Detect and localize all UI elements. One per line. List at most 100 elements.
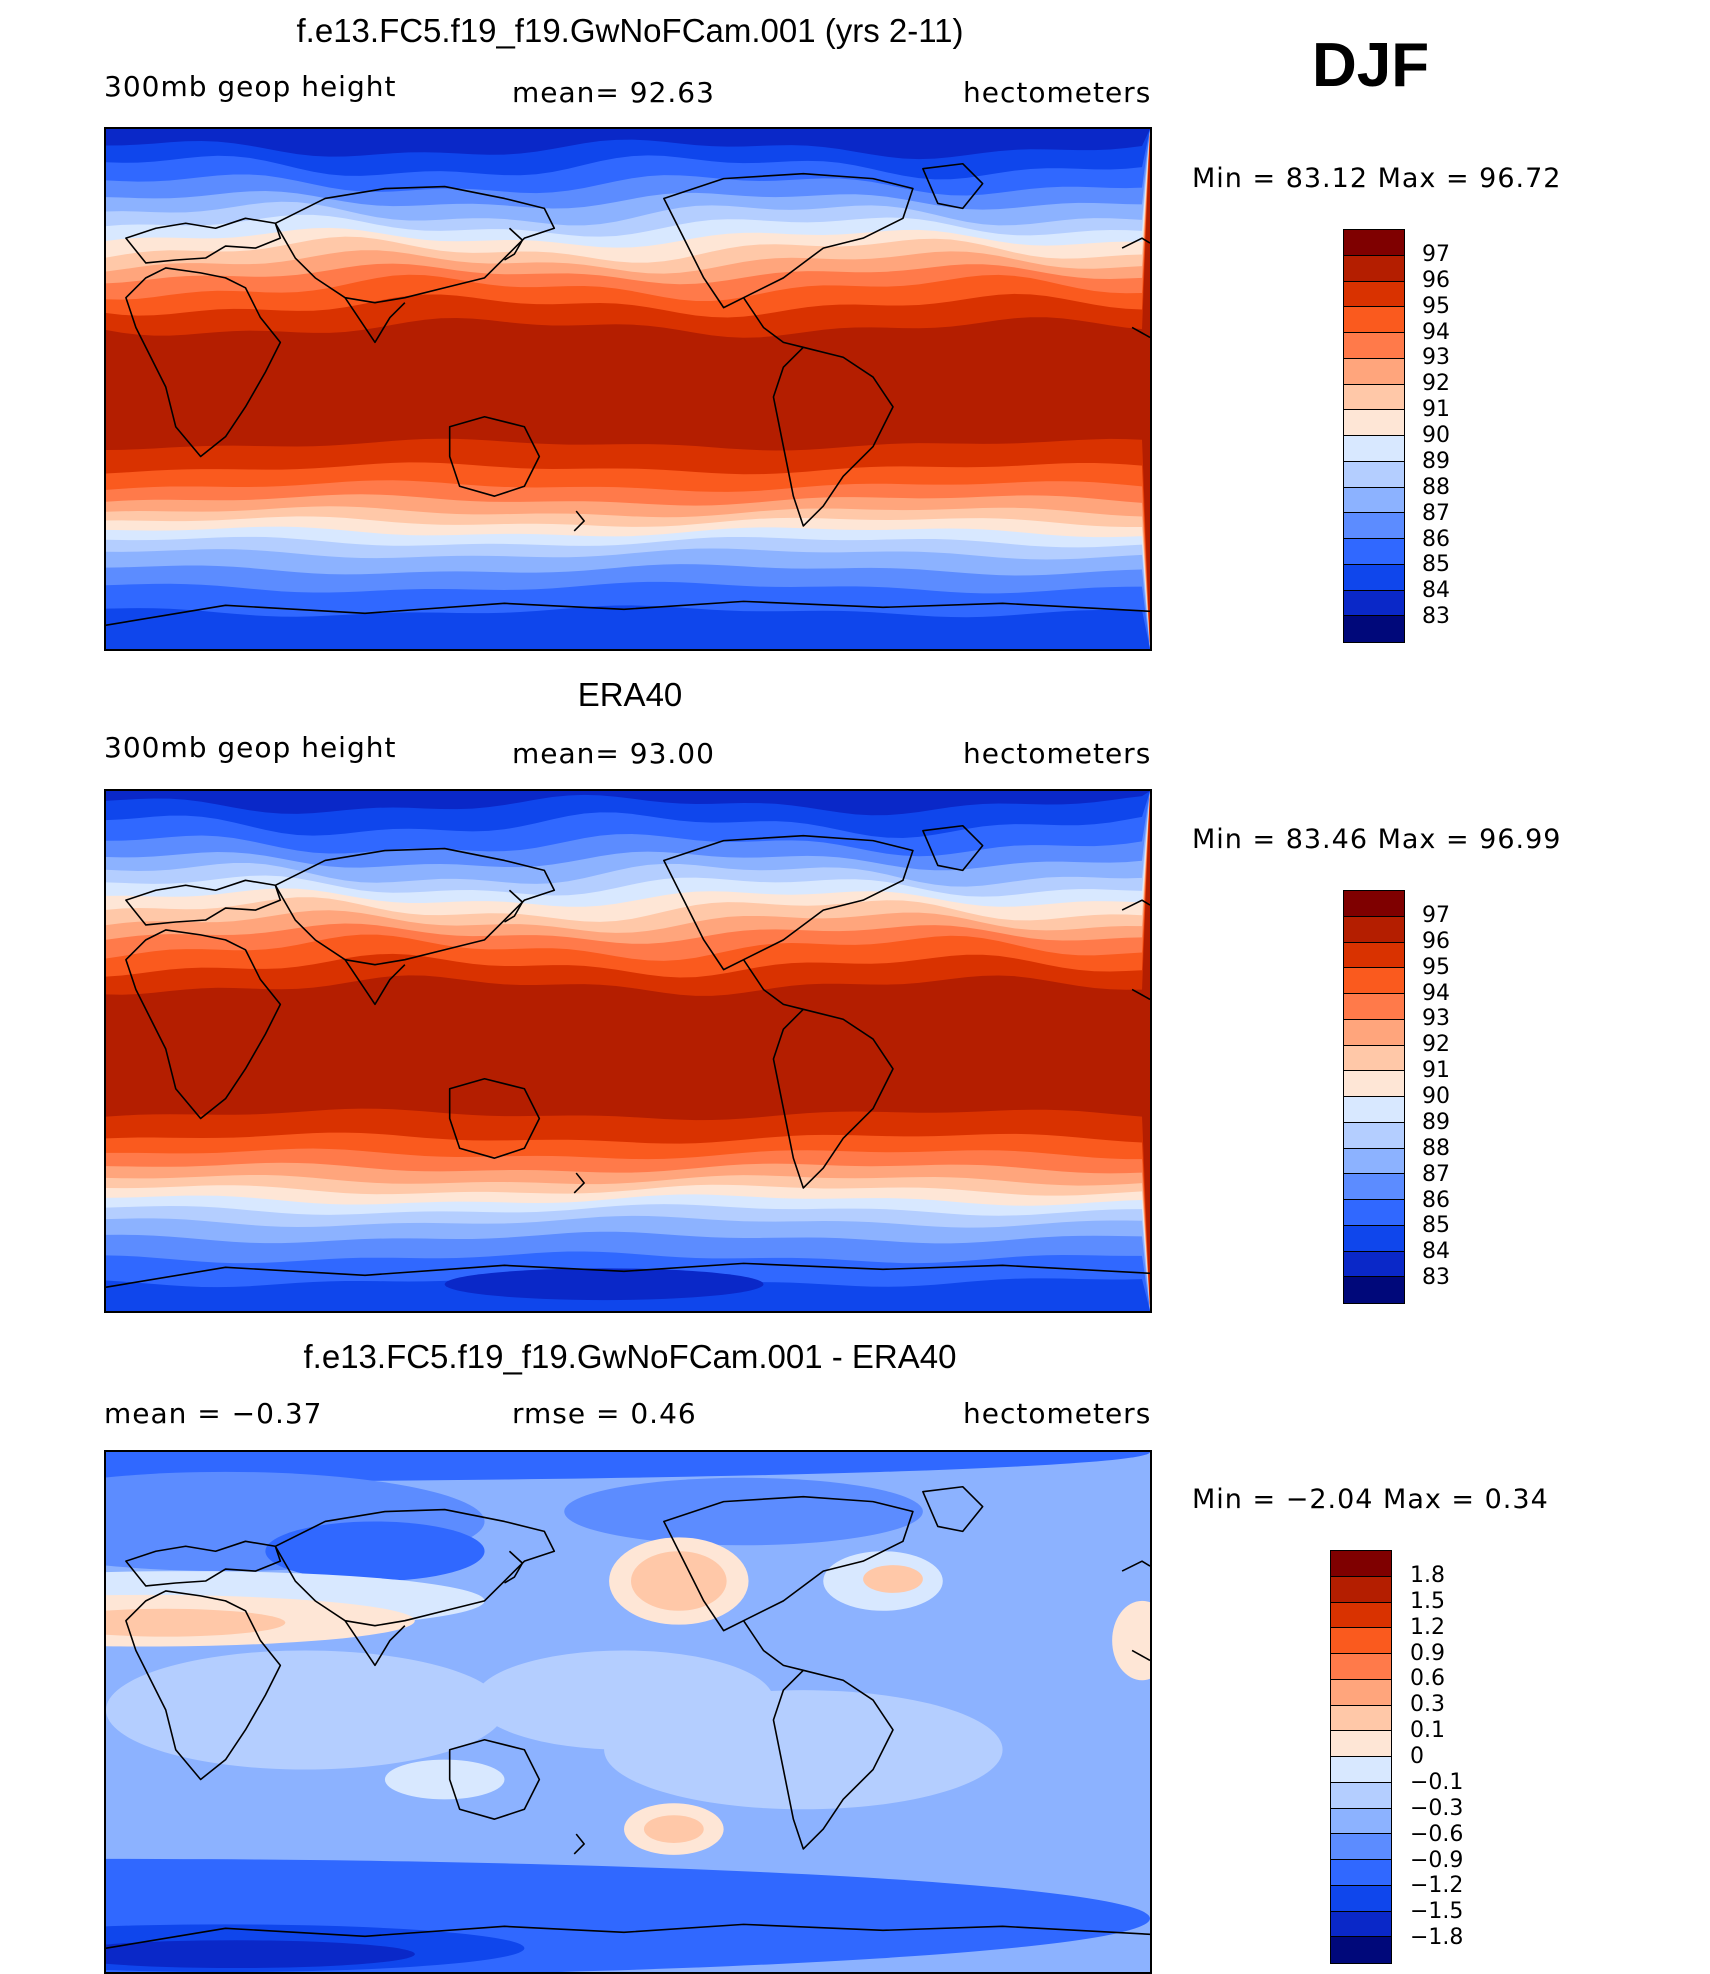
legend-label: 1.2 (1410, 1614, 1445, 1640)
legend-swatch (1331, 1551, 1391, 1577)
legend-label: 83 (1422, 1265, 1450, 1291)
legend-swatch (1344, 539, 1404, 565)
legend-swatch (1331, 1885, 1391, 1912)
panel-3-mean-label: mean = −0.37 (104, 1397, 323, 1430)
legend-label: 89 (1422, 448, 1450, 474)
legend-label: 0 (1410, 1744, 1424, 1769)
panel-3-map (104, 1450, 1152, 1974)
legend-swatch (1331, 1679, 1391, 1706)
legend-label: 84 (1422, 578, 1450, 604)
legend-label: 92 (1422, 1032, 1450, 1058)
legend-swatch (1344, 590, 1404, 617)
panel-3-rmse-label: rmse = 0.46 (512, 1397, 697, 1430)
panel-2-mean-label: mean= 93.00 (512, 737, 715, 770)
legend-label: 91 (1422, 1058, 1450, 1084)
panel-1-min-max: Min = 83.12 Max = 96.72 (1192, 163, 1562, 194)
legend-swatch (1344, 384, 1404, 411)
legend-swatch (1331, 1628, 1391, 1654)
legend-label: 92 (1422, 371, 1450, 397)
legend-label: 96 (1422, 928, 1450, 954)
legend-swatch (1331, 1808, 1391, 1835)
legend-label: 83 (1422, 604, 1450, 630)
legend-swatch (1344, 564, 1404, 591)
legend-swatch (1344, 1277, 1404, 1303)
legend-swatch (1331, 1911, 1391, 1938)
panel-2-units-label: hectometers (963, 737, 1152, 770)
panel-2-min-max: Min = 83.46 Max = 96.99 (1192, 824, 1562, 855)
legend-swatch (1344, 1097, 1404, 1123)
legend-swatch (1344, 1071, 1404, 1097)
legend-label: 0.6 (1410, 1666, 1445, 1692)
legend-swatch (1331, 1705, 1391, 1732)
panel-2-color-legend (1343, 890, 1405, 1304)
legend-swatch (1331, 1731, 1391, 1757)
legend-swatch (1344, 230, 1404, 256)
legend-label: −1.2 (1410, 1873, 1464, 1899)
legend-label: 89 (1422, 1109, 1450, 1135)
legend-label: 94 (1422, 319, 1450, 345)
panel-2-variable-label: 300mb geop height (104, 731, 397, 764)
legend-label: −1.5 (1410, 1899, 1464, 1925)
legend-label: −0.3 (1410, 1795, 1464, 1821)
legend-label: 90 (1422, 423, 1450, 448)
field-map-graphic (106, 1452, 1150, 1972)
panel-3-color-legend (1330, 1550, 1392, 1964)
legend-swatch (1331, 1937, 1391, 1963)
legend-swatch (1331, 1834, 1391, 1860)
legend-swatch (1344, 891, 1404, 917)
panel-1-color-legend (1343, 229, 1405, 643)
legend-swatch (1344, 1019, 1404, 1046)
field-map-graphic (106, 129, 1150, 649)
legend-label: 97 (1422, 241, 1450, 267)
legend-label: −0.9 (1410, 1847, 1464, 1873)
legend-label: 85 (1422, 1213, 1450, 1239)
panel-1-map (104, 127, 1152, 651)
panel-2-map (104, 789, 1152, 1313)
legend-label: 85 (1422, 552, 1450, 578)
legend-swatch (1344, 461, 1404, 488)
legend-swatch (1331, 1757, 1391, 1783)
legend-swatch (1344, 487, 1404, 514)
legend-swatch (1331, 1654, 1391, 1680)
legend-label: 97 (1422, 902, 1450, 928)
legend-label: −0.6 (1410, 1821, 1464, 1847)
panel-1-title: f.e13.FC5.f19_f19.GwNoFCam.001 (yrs 2-11… (296, 12, 964, 49)
legend-label: 93 (1422, 345, 1450, 371)
legend-label: 95 (1422, 293, 1450, 319)
legend-label: 0.1 (1410, 1718, 1445, 1744)
legend-swatch (1331, 1782, 1391, 1809)
legend-swatch (1344, 1251, 1404, 1278)
legend-swatch (1344, 333, 1404, 359)
panel-3-min-max: Min = −2.04 Max = 0.34 (1192, 1484, 1549, 1515)
legend-swatch (1344, 916, 1404, 943)
legend-swatch (1344, 281, 1404, 308)
legend-label: 87 (1422, 500, 1450, 526)
panel-2-title: ERA40 (577, 676, 683, 713)
legend-swatch (1344, 358, 1404, 385)
legend-label: 90 (1422, 1084, 1450, 1109)
legend-swatch (1344, 513, 1404, 539)
field-map-graphic (106, 791, 1150, 1311)
panel-3-title: f.e13.FC5.f19_f19.GwNoFCam.001 - ERA40 (303, 1338, 957, 1375)
legend-label: 91 (1422, 397, 1450, 423)
legend-label: 0.3 (1410, 1692, 1445, 1718)
legend-swatch (1344, 942, 1404, 969)
legend-label: 86 (1422, 1187, 1450, 1213)
legend-swatch (1344, 255, 1404, 282)
season-label: DJF (1312, 31, 1430, 100)
legend-swatch (1344, 994, 1404, 1020)
legend-swatch (1331, 1576, 1391, 1603)
legend-swatch (1344, 307, 1404, 333)
legend-swatch (1344, 1174, 1404, 1200)
legend-swatch (1344, 1200, 1404, 1226)
legend-label: 84 (1422, 1239, 1450, 1265)
legend-swatch (1344, 410, 1404, 436)
legend-label: 95 (1422, 954, 1450, 980)
legend-label: 1.8 (1410, 1562, 1445, 1588)
legend-label: 0.9 (1410, 1640, 1445, 1666)
panel-3-units-label: hectometers (963, 1397, 1152, 1430)
panel-1-units-label: hectometers (963, 76, 1152, 109)
legend-label: 88 (1422, 474, 1450, 500)
legend-swatch (1344, 1148, 1404, 1175)
legend-label: 88 (1422, 1135, 1450, 1161)
